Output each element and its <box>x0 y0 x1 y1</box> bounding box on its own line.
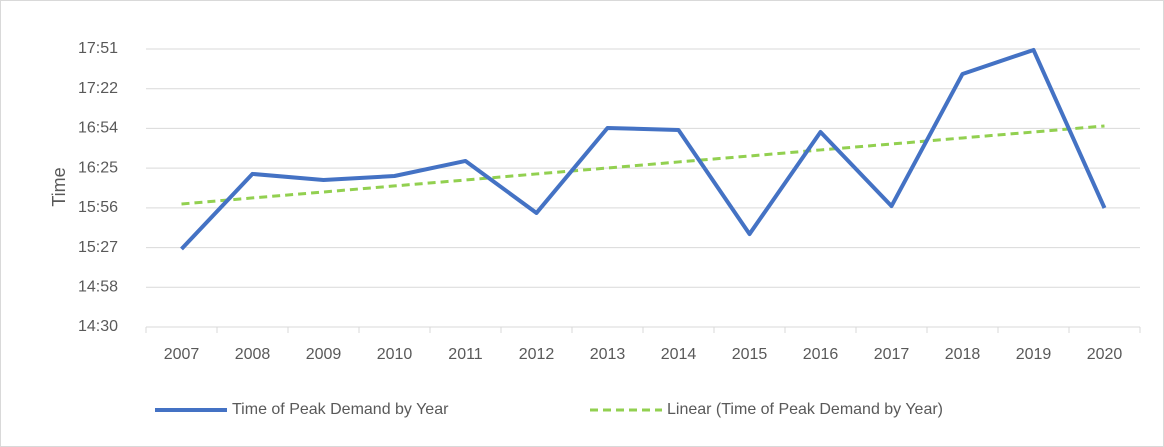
y-tick-label: 15:27 <box>78 239 118 256</box>
x-tick-label: 2008 <box>235 346 271 363</box>
x-tick-label: 2012 <box>519 346 555 363</box>
y-tick-label: 17:22 <box>78 80 118 97</box>
x-tick-label: 2010 <box>377 346 413 363</box>
x-tick-label: 2016 <box>803 346 839 363</box>
series-line <box>180 47 1107 251</box>
x-tick-label: 2007 <box>164 346 200 363</box>
x-tick-label: 2017 <box>874 346 910 363</box>
legend-label: Linear (Time of Peak Demand by Year) <box>667 401 943 418</box>
x-tick-label: 2015 <box>732 346 768 363</box>
y-tick-label: 16:54 <box>78 120 118 137</box>
x-tick-label: 2020 <box>1087 346 1123 363</box>
x-tick-label: 2019 <box>1016 346 1052 363</box>
x-tick-label: 2009 <box>306 346 342 363</box>
y-axis-label: Time <box>49 167 69 206</box>
y-tick-label: 15:56 <box>78 199 118 216</box>
x-tick-label: 2013 <box>590 346 626 363</box>
legend-label: Time of Peak Demand by Year <box>232 401 449 418</box>
series-line <box>181 124 1105 206</box>
y-tick-label: 16:25 <box>78 159 118 176</box>
y-tick-label: 17:51 <box>78 40 118 57</box>
x-tick-label: 2014 <box>661 346 697 363</box>
y-tick-label: 14:58 <box>78 279 118 296</box>
x-tick-label: 2018 <box>945 346 981 363</box>
x-tick-label: 2011 <box>448 346 483 363</box>
y-tick-label: 14:30 <box>78 318 118 335</box>
